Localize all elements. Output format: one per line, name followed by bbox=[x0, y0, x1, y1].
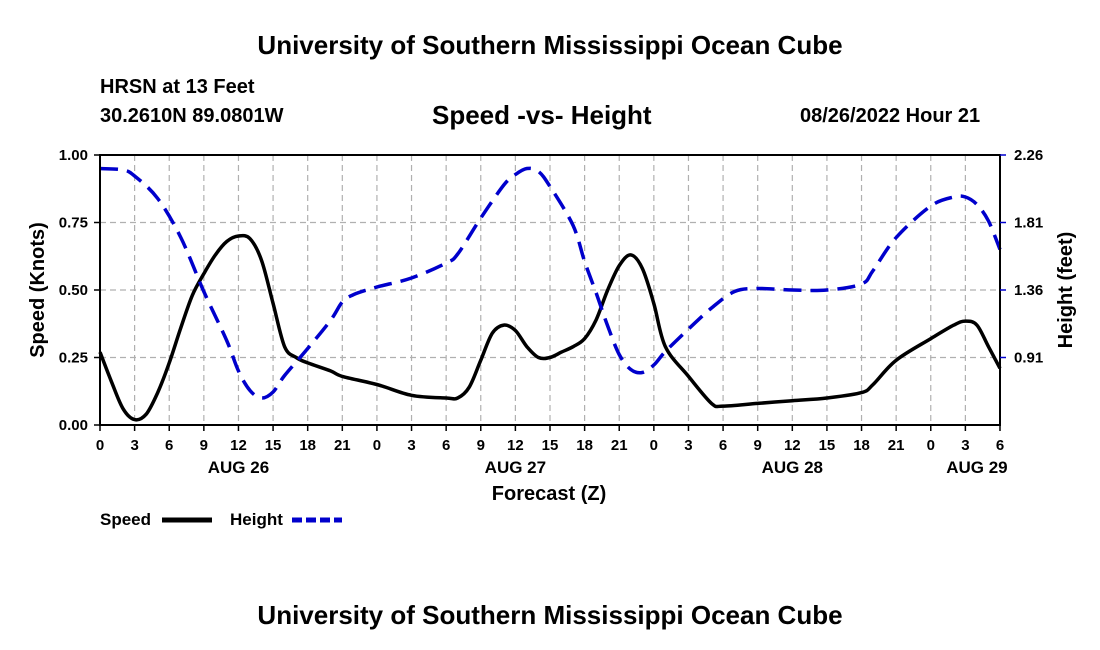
x-tick-label: 6 bbox=[996, 437, 1004, 454]
x-tick-label: 6 bbox=[165, 437, 173, 454]
x-tick-label: 12 bbox=[784, 437, 801, 454]
x-tick-label: 12 bbox=[230, 437, 247, 454]
y-tick-label: 1.00 bbox=[59, 147, 88, 164]
x-tick-label: 3 bbox=[130, 437, 138, 454]
y2-tick-label: 1.36 bbox=[1014, 282, 1043, 299]
page-title: University of Southern Mississippi Ocean… bbox=[257, 30, 843, 60]
x-tick-label: 9 bbox=[200, 437, 208, 454]
chart-grid bbox=[100, 154, 1000, 425]
x-tick-label: 9 bbox=[477, 437, 485, 454]
chart: 0 3 6 9 12 15 18 21 0 3 6 9 12 15 18 21 0 3 6 9 12 15 18 21 0 3 6 A… bbox=[27, 147, 1077, 529]
x-tick-label: 15 bbox=[819, 437, 836, 454]
x-axis-label: Forecast (Z) bbox=[492, 483, 606, 505]
y-tick-label: 0.00 bbox=[59, 417, 88, 434]
date-label: AUG 29 bbox=[946, 458, 1007, 477]
footer-title: University of Southern Mississippi Ocean… bbox=[257, 600, 843, 630]
x-tick-label: 0 bbox=[96, 437, 104, 454]
x-tick-label: 18 bbox=[299, 437, 316, 454]
y2-tick-label: 2.26 bbox=[1014, 147, 1043, 164]
y-tick-label: 0.25 bbox=[59, 350, 88, 367]
series-height-line bbox=[99, 166, 1002, 400]
x-tick-label: 21 bbox=[611, 437, 628, 454]
x-tick-label: 21 bbox=[334, 437, 351, 454]
station-coordinates: 30.2610N 89.0801W bbox=[100, 105, 284, 127]
y2-tick-label: 1.81 bbox=[1014, 215, 1043, 232]
legend: Speed Height bbox=[100, 510, 342, 529]
legend-speed-label: Speed bbox=[100, 510, 151, 529]
date-label: AUG 27 bbox=[485, 458, 546, 477]
x-tick-label: 3 bbox=[961, 437, 969, 454]
legend-height-label: Height bbox=[230, 510, 283, 529]
x-tick-label: 12 bbox=[507, 437, 524, 454]
y-axis-label: Speed (Knots) bbox=[27, 222, 49, 358]
x-tick-label: 15 bbox=[265, 437, 282, 454]
x-tick-label: 6 bbox=[719, 437, 727, 454]
x-tick-label: 0 bbox=[927, 437, 935, 454]
chart-title: Speed -vs- Height bbox=[432, 100, 652, 130]
date-label: AUG 28 bbox=[762, 458, 823, 477]
x-tick-label: 6 bbox=[442, 437, 450, 454]
series-speed-line bbox=[98, 233, 1002, 422]
date-label: AUG 26 bbox=[208, 458, 269, 477]
x-tick-label: 21 bbox=[888, 437, 905, 454]
x-tick-label: 18 bbox=[576, 437, 593, 454]
x-tick-label: 0 bbox=[650, 437, 658, 454]
x-tick-label: 15 bbox=[542, 437, 559, 454]
y2-axis-label: Height (feet) bbox=[1055, 232, 1077, 349]
y-tick-label: 0.50 bbox=[59, 282, 88, 299]
y-tick-label: 0.75 bbox=[59, 215, 88, 232]
forecast-datetime: 08/26/2022 Hour 21 bbox=[800, 105, 981, 127]
x-tick-label: 3 bbox=[407, 437, 415, 454]
x-tick-label: 3 bbox=[684, 437, 692, 454]
station-name: HRSN at 13 Feet bbox=[100, 76, 255, 98]
x-tick-label: 18 bbox=[853, 437, 870, 454]
x-tick-label: 0 bbox=[373, 437, 381, 454]
y2-tick-label: 0.91 bbox=[1014, 350, 1043, 367]
x-tick-label: 9 bbox=[754, 437, 762, 454]
